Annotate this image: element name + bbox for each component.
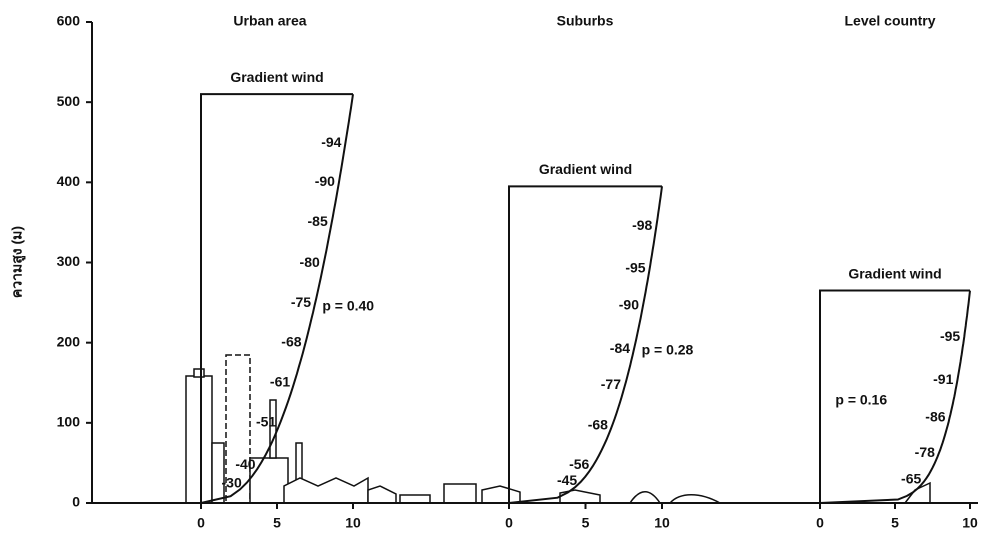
profile-label: -75 <box>291 294 311 310</box>
profile-label: -65 <box>901 470 921 486</box>
x-tick-label: 10 <box>654 515 670 531</box>
gradient-label: Gradient wind <box>539 161 632 177</box>
y-axis-label: ความสูง (ม) <box>9 226 26 298</box>
x-tick-label: 5 <box>891 515 899 531</box>
x-tick-label: 5 <box>582 515 590 531</box>
gradient-label: Gradient wind <box>230 69 323 85</box>
profile-label: -90 <box>315 173 335 189</box>
panel-title: Suburbs <box>557 13 614 29</box>
profile-label: -98 <box>632 217 652 233</box>
profile-label: -51 <box>256 414 276 430</box>
profile-label: -56 <box>569 456 589 472</box>
profile-label: -80 <box>300 254 320 270</box>
chart: ความสูง (ม) 0100200300400500600Urban are… <box>0 0 985 540</box>
profile-label: -68 <box>588 417 608 433</box>
profile-label: -45 <box>557 472 577 488</box>
profile-label: -95 <box>940 328 960 344</box>
x-tick-label: 5 <box>273 515 281 531</box>
x-tick-label: 0 <box>197 515 205 531</box>
profile-label: -95 <box>625 260 645 276</box>
p-label: p = 0.16 <box>835 392 887 408</box>
x-tick-label: 10 <box>962 515 978 531</box>
panel-title: Urban area <box>233 13 306 29</box>
p-label: p = 0.28 <box>642 342 694 358</box>
profile-label: -30 <box>222 474 242 490</box>
profile-label: -94 <box>321 134 341 150</box>
y-tick-label: 600 <box>57 13 81 29</box>
x-tick-label: 10 <box>345 515 361 531</box>
profile-label: -40 <box>235 456 255 472</box>
profile-label: -85 <box>308 213 328 229</box>
y-tick-label: 300 <box>57 253 81 269</box>
p-label: p = 0.40 <box>322 297 374 313</box>
profile-label: -78 <box>915 444 935 460</box>
profile-label: -86 <box>925 409 945 425</box>
y-tick-label: 0 <box>72 494 80 510</box>
y-tick-label: 400 <box>57 173 81 189</box>
profile-label: -68 <box>281 333 301 349</box>
profile-label: -91 <box>933 371 953 387</box>
y-tick-label: 100 <box>57 414 81 430</box>
profile-label: -77 <box>601 376 621 392</box>
panel-title: Level country <box>844 13 935 29</box>
profile-label: -84 <box>610 340 630 356</box>
y-tick-label: 500 <box>57 93 81 109</box>
x-tick-label: 0 <box>505 515 513 531</box>
profile-label: -90 <box>619 296 639 312</box>
x-tick-label: 0 <box>816 515 824 531</box>
profile-label: -61 <box>270 373 290 389</box>
y-tick-label: 200 <box>57 333 81 349</box>
gradient-label: Gradient wind <box>848 265 941 281</box>
